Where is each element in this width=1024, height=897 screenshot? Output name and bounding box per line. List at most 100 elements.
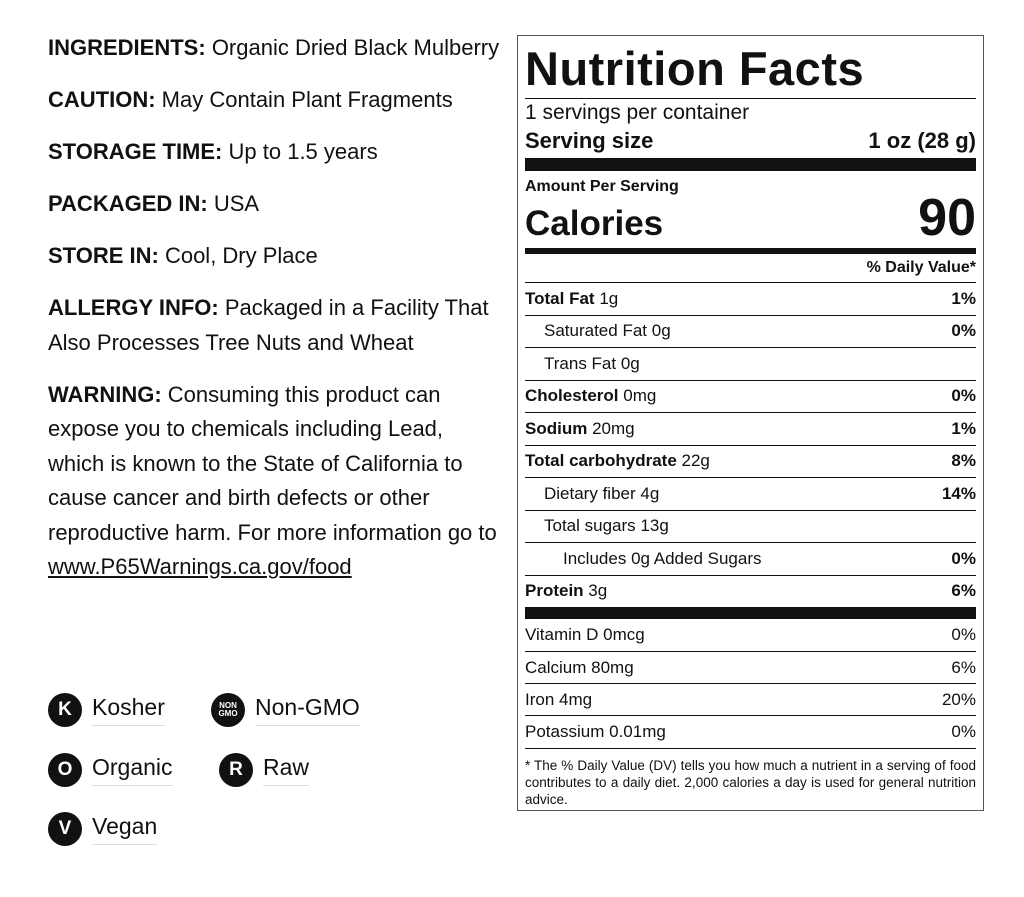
nutrient-row: Dietary fiber 4g 14%: [525, 477, 976, 510]
badge-label: Kosher: [92, 694, 165, 726]
nutrient-dv: 0%: [951, 386, 976, 406]
amount-per-serving: Amount Per Serving: [525, 178, 679, 195]
vitamin-amount: 80mg: [591, 657, 634, 677]
vitamin-dv: 6%: [951, 657, 976, 677]
nutrient-amount: 22g: [681, 451, 710, 471]
nutrient-amount: 0mg: [623, 386, 657, 406]
nutrient-row: Includes 0g Added Sugars 0%: [525, 542, 976, 575]
info-label: INGREDIENTS:: [48, 35, 206, 60]
nutrient: Sodium 20mg: [525, 419, 635, 439]
nutrient-name: Dietary fiber: [544, 483, 636, 503]
warning-label: WARNING:: [48, 381, 162, 407]
vitamin-row: Vitamin D 0mcg 0%: [525, 619, 976, 651]
badge-label: Organic: [92, 754, 173, 786]
thick-rule: [525, 158, 976, 171]
badge: NON GMO Non-GMO: [211, 693, 360, 727]
info-item: INGREDIENTS: Organic Dried Black Mulberr…: [48, 31, 503, 66]
badge-icon: NON GMO: [211, 693, 245, 727]
nutrient: Protein 3g: [525, 581, 607, 601]
nutrient-row: Total Fat 1g 1%: [525, 282, 976, 315]
serving-size: Serving size 1 oz (28 g): [525, 126, 976, 156]
badge: V Vegan: [48, 812, 158, 846]
vitamin-dv: 0%: [951, 721, 976, 741]
vitamin-row: Calcium 80mg 6%: [525, 651, 976, 683]
info-text: Up to 1.5 years: [228, 139, 378, 164]
nutrient-name: Cholesterol: [525, 386, 619, 406]
info-text: USA: [213, 191, 260, 216]
nutrient-name: Protein: [525, 581, 584, 601]
badge: K Kosher: [48, 693, 165, 727]
nutrient-name: Includes: [563, 548, 627, 568]
badge-label: Raw: [263, 754, 310, 786]
thick-rule: [525, 607, 976, 619]
nutrient-dv: 1%: [951, 288, 976, 308]
vitamin-row: Iron 4mg 20%: [525, 683, 976, 715]
info-label: STORE IN:: [48, 243, 159, 268]
nutrient-rows: Total Fat 1g 1% Saturated Fat 0g 0% Trans Fa…: [525, 282, 976, 607]
nutrient: Total sugars 13g: [525, 516, 669, 536]
info-label: CAUTION:: [48, 87, 156, 112]
nutrient: Saturated Fat 0g: [525, 321, 671, 341]
nutrient-amount: 0g: [651, 321, 671, 341]
nutrient: Trans Fat 0g: [525, 354, 640, 374]
nutrient-amount: 13g: [640, 516, 669, 536]
serving-size-value: 1 oz (28 g): [868, 128, 976, 153]
nutrient-name: Total carbohydrate: [525, 451, 677, 471]
info-text: May Contain Plant Fragments: [161, 87, 453, 112]
vitamin-name: Vitamin D: [525, 625, 599, 644]
nutrient-dv: 1%: [951, 418, 976, 438]
nutrient-dv: 8%: [951, 451, 976, 471]
badge-icon: R: [219, 753, 253, 787]
nutrition-title: Nutrition Facts: [525, 42, 865, 95]
dv-header: % Daily Value*: [866, 259, 976, 276]
vitamin-amount: 4mg: [559, 689, 593, 709]
info-item: PACKAGED IN: USA: [48, 187, 503, 222]
serving-size-label: Serving size: [525, 128, 654, 153]
nutrition-label: Nutrition Facts 1 servings per container…: [517, 35, 984, 811]
warning-link[interactable]: www.P65Warnings.ca.gov/food: [48, 554, 352, 579]
nutrient-row: Sodium 20mg 1%: [525, 412, 976, 445]
nutrient-amount: 20mg: [592, 418, 635, 438]
info-text: Packaged in a Facility That Also Process…: [48, 295, 489, 355]
badge-icon: K: [48, 693, 82, 727]
vitamin-row: Potassium 0.01mg 0%: [525, 715, 976, 747]
nutrient-dv: 0%: [951, 548, 976, 568]
nutrient-dv: 0%: [951, 321, 976, 341]
info-text: Cool, Dry Place: [164, 243, 318, 268]
info-label: ALLERGY INFO:: [48, 295, 219, 320]
calories-value: 90: [918, 189, 976, 247]
nutrient-row: Total sugars 13g: [525, 509, 976, 543]
nutrient-row: Saturated Fat 0g 0%: [525, 314, 976, 348]
nutrient-name: Trans Fat: [544, 353, 617, 373]
nutrient-name: Sodium: [525, 418, 588, 438]
product-info: INGREDIENTS: Organic Dried Black Mulberr…: [48, 31, 503, 602]
nutrient-name: Saturated Fat: [544, 321, 648, 341]
vitamin-name: Potassium: [525, 721, 605, 741]
vitamin-rows: Vitamin D 0mcg 0% Calcium 80mg 6% Iron 4mg 20…: [525, 619, 976, 747]
badge-icon: O: [48, 753, 82, 787]
vitamin: Iron 4mg: [525, 690, 592, 710]
nutrient-name: Total Fat: [525, 288, 595, 308]
nutrient: Dietary fiber 4g: [525, 484, 659, 504]
badge: R Raw: [219, 753, 310, 787]
info-item: CAUTION: May Contain Plant Fragments: [48, 83, 503, 118]
badge-label: Vegan: [92, 813, 158, 845]
nutrient: Cholesterol 0mg: [525, 386, 656, 406]
nutrient-dv: 6%: [951, 581, 976, 601]
vitamin-name: Iron: [525, 689, 555, 709]
nutrient: Total carbohydrate 22g: [525, 451, 710, 471]
badge: O Organic: [48, 753, 173, 787]
vitamin-dv: 20%: [941, 689, 976, 709]
servings: 1 servings per container: [525, 98, 976, 126]
nutrient-row: Cholesterol 0mg 0%: [525, 379, 976, 413]
vitamin: Vitamin D 0mcg: [525, 625, 645, 645]
calories-row: Calories 90: [525, 192, 976, 244]
info-label: PACKAGED IN:: [48, 191, 208, 216]
nutrient-amount: 4g: [640, 483, 660, 503]
nutrient-row: Total carbohydrate 22g 8%: [525, 444, 976, 478]
nutrient: Total Fat 1g: [525, 289, 618, 309]
nutrient-amount: 1g: [599, 288, 619, 308]
nutrient-amount: 3g: [588, 581, 608, 601]
medium-rule: [525, 248, 976, 254]
